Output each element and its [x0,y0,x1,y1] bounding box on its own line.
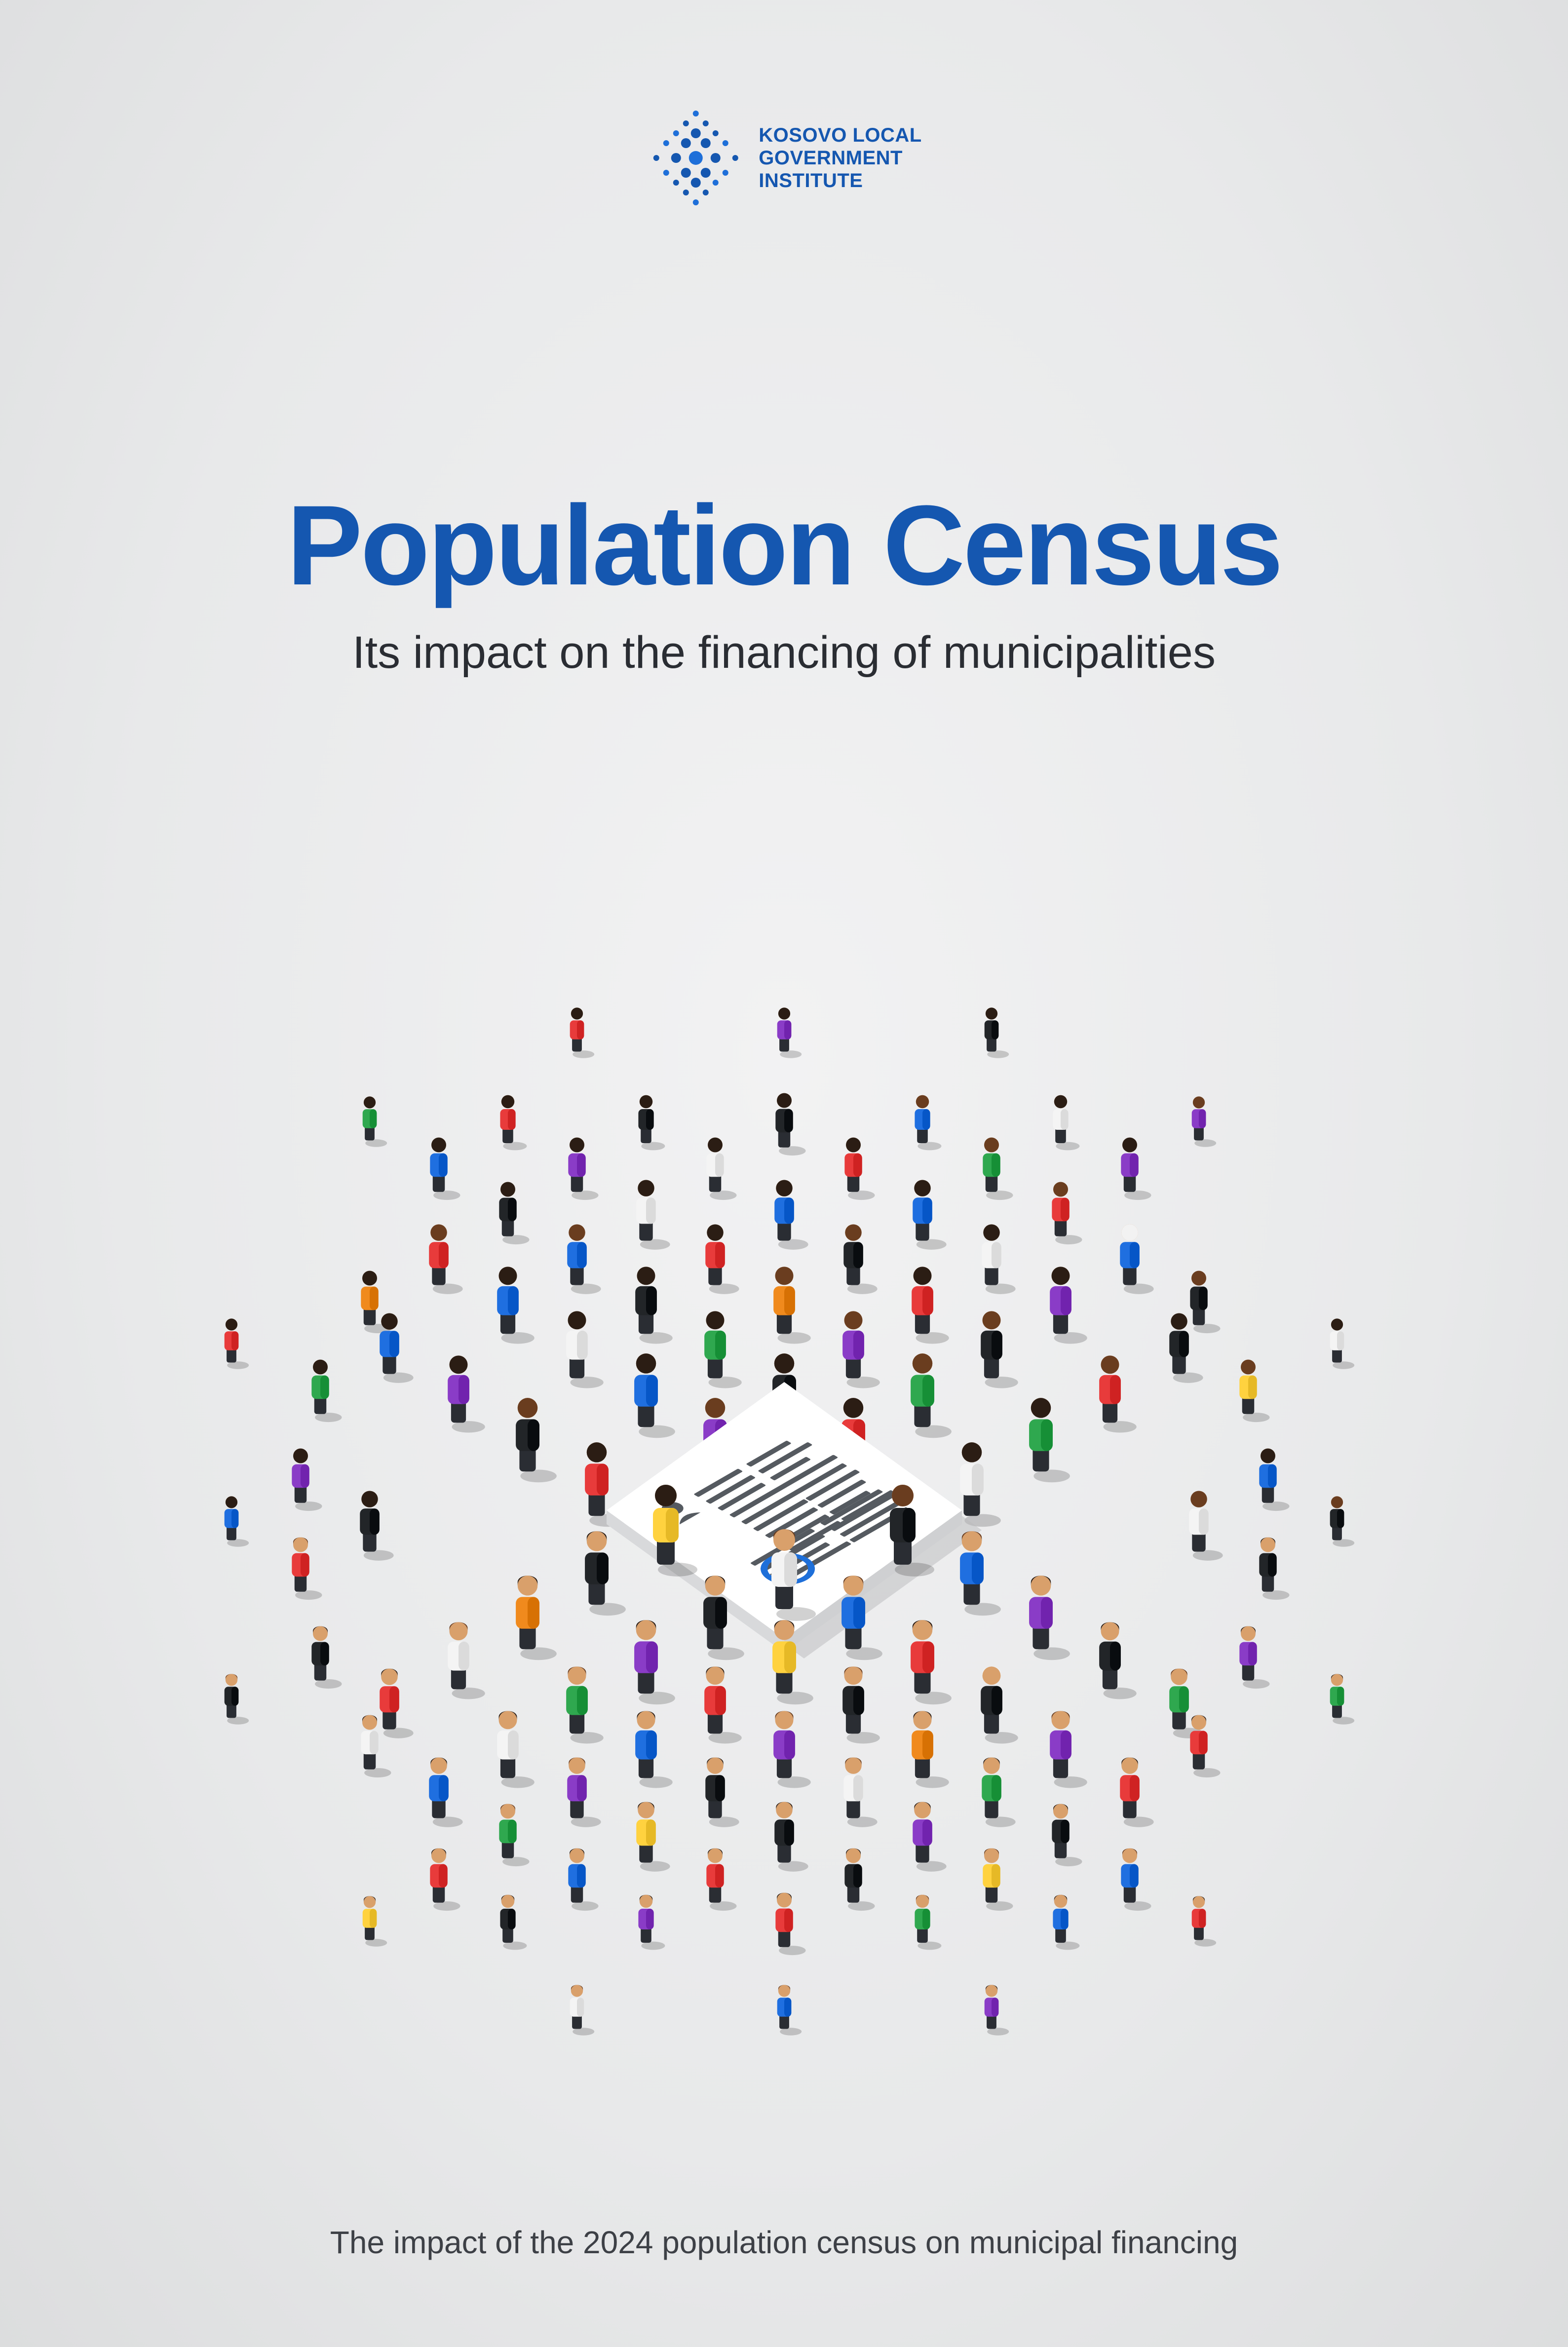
logo-line: KOSOVO LOCAL [759,124,921,147]
census-illustration [143,849,1426,2083]
logo-line: INSTITUTE [759,169,921,192]
logo-text: KOSOVO LOCAL GOVERNMENT INSTITUTE [759,124,921,192]
logo-line: GOVERNMENT [759,147,921,169]
page-subtitle: Its impact on the financing of municipal… [0,627,1568,679]
footer-caption: The impact of the 2024 population census… [0,2224,1568,2261]
title-block: Population Census Its impact on the fina… [0,489,1568,679]
page-title: Population Census [0,489,1568,602]
organization-logo: KOSOVO LOCAL GOVERNMENT INSTITUTE [646,109,921,207]
logo-mark-icon [646,109,745,207]
